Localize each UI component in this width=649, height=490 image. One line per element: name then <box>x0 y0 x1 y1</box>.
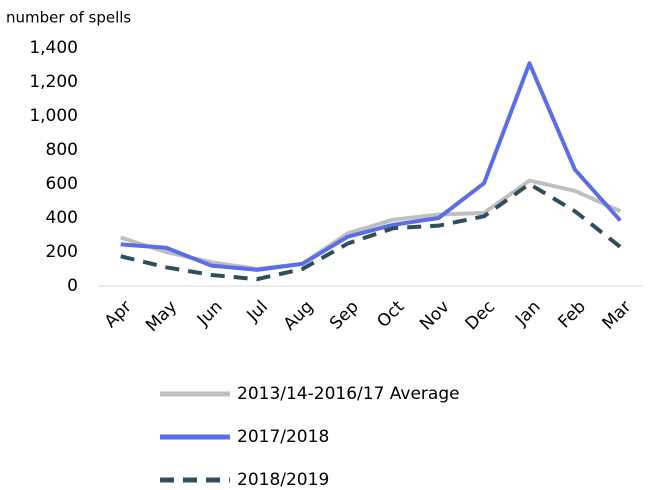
y-axis-title: number of spells <box>6 9 131 27</box>
x-tick-label: May <box>142 297 181 336</box>
x-tick-label: Dec <box>462 297 499 334</box>
legend-label: 2018/2019 <box>237 470 329 490</box>
data-line <box>120 61 622 272</box>
data-line <box>120 178 622 271</box>
x-tick-label: Jan <box>511 297 544 330</box>
y-tick-label: 200 <box>46 242 78 262</box>
y-tick-label: 1,000 <box>29 106 78 126</box>
x-tick-label: Jun <box>193 297 227 331</box>
y-tick-label: 400 <box>46 208 78 228</box>
y-tick-label: 1,400 <box>29 38 78 58</box>
legend-label: 2013/14-2016/17 Average <box>237 384 460 404</box>
x-tick-label: Apr <box>101 297 136 332</box>
x-tick-label: Jul <box>243 297 272 326</box>
y-tick-label: 1,200 <box>29 72 78 92</box>
y-tick-label: 800 <box>46 140 78 160</box>
y-tick-label: 0 <box>67 276 78 296</box>
data-line <box>120 182 622 282</box>
x-tick-label: Aug <box>280 297 318 335</box>
x-tick-label: Nov <box>416 297 454 335</box>
x-tick-label: Feb <box>555 297 590 332</box>
legend-label: 2017/2018 <box>237 427 329 447</box>
x-tick-label: Sep <box>326 297 363 334</box>
x-tick-label: Oct <box>373 297 408 332</box>
y-tick-label: 600 <box>46 174 78 194</box>
x-tick-label: Mar <box>599 297 636 334</box>
